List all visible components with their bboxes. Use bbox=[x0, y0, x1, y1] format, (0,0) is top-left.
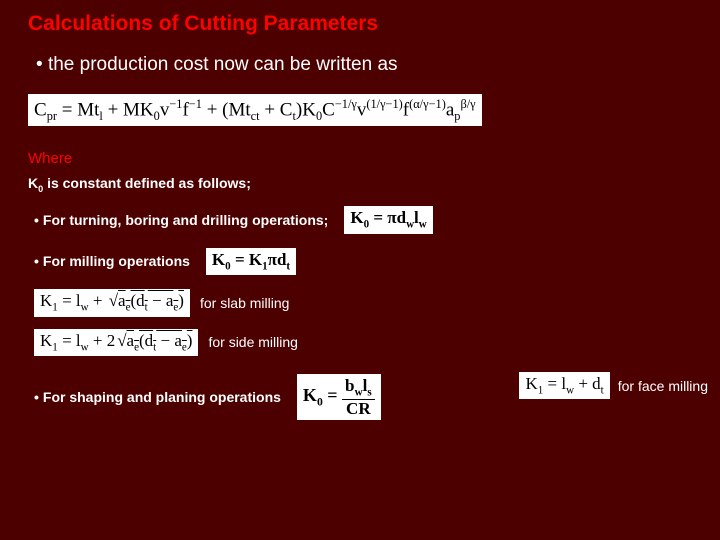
k0-definition: K0 is constant defined as follows; bbox=[28, 175, 692, 194]
eq-k1-side: K1 = lw + 2ae(dt − ae) bbox=[34, 329, 198, 356]
main-equation: Cpr = Mtl + MK0v−1f−1 + (Mtct + Ct)K0C−1… bbox=[28, 94, 482, 126]
bullet-milling-label: For milling operations bbox=[43, 253, 190, 269]
eq-k0-milling: K0 = K1πdt bbox=[206, 248, 296, 275]
where-label: Where bbox=[28, 150, 692, 167]
caption-side: for side milling bbox=[208, 334, 297, 350]
k0-def-suffix: is constant defined as follows; bbox=[43, 175, 251, 191]
page-title: Calculations of Cutting Parameters bbox=[28, 12, 692, 36]
slab-row: K1 = lw + ae(dt − ae) for slab milling bbox=[28, 289, 692, 316]
bullet-turning-label: For turning, boring and drilling operati… bbox=[43, 212, 328, 228]
eq-k0-shaping: K0 = bwlsCR bbox=[297, 374, 381, 420]
eq-k1-face: K1 = lw + dt bbox=[519, 372, 609, 399]
main-bullet: the production cost now can be written a… bbox=[28, 54, 692, 76]
bullet-turning: •For turning, boring and drilling operat… bbox=[28, 206, 692, 233]
k0-def-prefix: K bbox=[28, 175, 38, 191]
face-row: K1 = lw + dt for face milling bbox=[519, 372, 708, 399]
eq-k1-slab: K1 = lw + ae(dt − ae) bbox=[34, 289, 190, 316]
side-row: K1 = lw + 2ae(dt − ae) for side milling bbox=[28, 329, 692, 356]
bullet-shaping-label: For shaping and planing operations bbox=[43, 389, 281, 405]
caption-slab: for slab milling bbox=[200, 295, 289, 311]
eq-k0-turning: K0 = πdwlw bbox=[344, 206, 432, 233]
caption-face: for face milling bbox=[618, 378, 708, 394]
bullet-milling: •For milling operations K0 = K1πdt bbox=[28, 248, 692, 275]
